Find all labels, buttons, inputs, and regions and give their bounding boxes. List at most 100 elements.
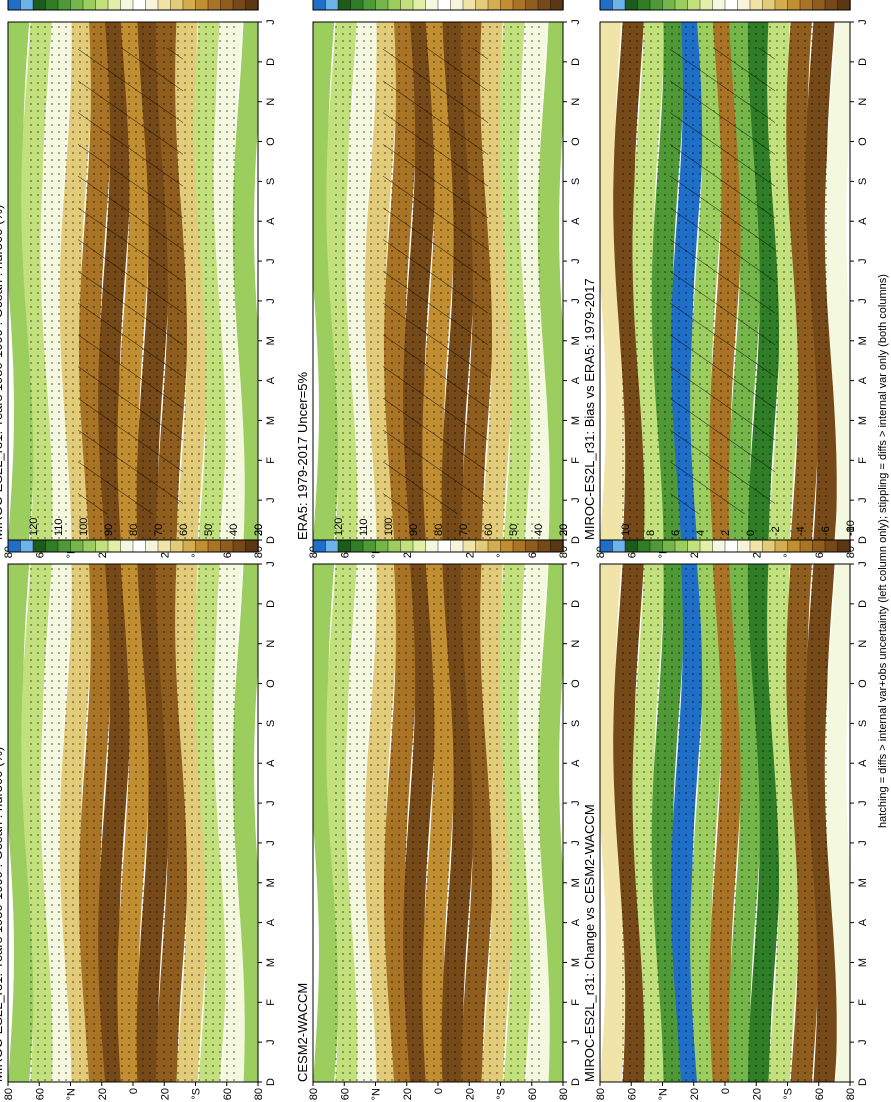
x-tick-label: A [570, 217, 582, 225]
x-tick-label: A [570, 918, 582, 926]
hatching [670, 47, 775, 515]
y-tick-label: 80 [595, 1088, 607, 1100]
colorbar-label: 20 [253, 524, 265, 536]
colorbar-swatch [699, 0, 714, 11]
colorbar-label: 60 [178, 524, 190, 536]
panel-title: MIROC-ES2L_r31: Years 1980-1999 : Ocean … [0, 205, 5, 540]
colorbar-swatch [450, 539, 464, 553]
colorbar-swatch [712, 0, 726, 11]
x-tick-label: O [857, 679, 869, 688]
x-tick-label: A [857, 376, 869, 384]
colorbar-swatch [32, 539, 47, 553]
y-tick-label: 0 [720, 1088, 732, 1094]
colorbar-swatch [799, 539, 814, 553]
x-tick-label: J [857, 840, 869, 846]
colorbar-swatch [824, 0, 839, 11]
colorbar-swatch [157, 0, 172, 11]
colorbar-swatch [132, 539, 147, 553]
panel-4: MIROC-ES2L_r31: Years 1980-1999 : Ocean … [0, 518, 277, 1101]
x-tick-label: F [570, 999, 582, 1006]
hatching [78, 47, 183, 515]
colorbar-swatch [787, 539, 801, 553]
x-tick-label: J [265, 840, 277, 846]
colorbar-swatch [387, 0, 402, 11]
y-tick-label: °S [783, 1088, 795, 1100]
colorbar-swatch [749, 539, 764, 553]
x-tick-label: O [265, 679, 277, 688]
colorbar-frame [312, 539, 564, 553]
x-tick-label: S [570, 178, 582, 185]
colorbar-swatch [500, 0, 514, 11]
stippling [333, 564, 543, 1082]
x-tick-label: J [857, 800, 869, 806]
colorbar-swatch [525, 0, 539, 11]
colorbar-swatch [245, 0, 259, 11]
colorbar-swatch [82, 0, 97, 11]
y-tick-label: 0 [128, 1088, 140, 1094]
colorbar-label: 50 [203, 524, 215, 536]
y-tick-label: 60 [34, 1088, 46, 1100]
x-tick-label: J [570, 258, 582, 264]
colorbar-swatch [20, 0, 34, 11]
colorbar-label: 110 [358, 518, 370, 536]
colorbar-swatch [232, 0, 247, 11]
colorbar-swatch [7, 539, 22, 553]
x-tick-label: J [265, 497, 277, 503]
colorbar-swatch [95, 0, 109, 11]
colorbar-swatch [45, 539, 59, 553]
field-band [313, 564, 341, 1082]
colorbar-swatch [737, 0, 751, 11]
colorbar-swatch [487, 0, 502, 11]
colorbar-swatch [425, 0, 439, 11]
x-tick-label: J [265, 258, 277, 264]
x-tick-label: M [857, 416, 869, 425]
panel-title: MIROC-ES2L_r31: Change vs CESM2-WACCM [582, 804, 597, 1082]
x-tick-label: M [570, 958, 582, 967]
colorbar-swatch [45, 0, 59, 11]
y-tick-label: 60 [222, 1088, 234, 1100]
colorbar-swatch [500, 539, 514, 553]
x-tick-label: F [265, 457, 277, 464]
colorbar-swatch [774, 0, 789, 11]
x-tick-label: M [265, 878, 277, 887]
colorbar-swatch [787, 0, 801, 11]
x-tick-label: O [265, 137, 277, 146]
x-tick-label: J [570, 497, 582, 503]
x-tick-label: N [570, 640, 582, 648]
x-tick-label: J [570, 840, 582, 846]
x-tick-label: N [570, 98, 582, 106]
y-tick-label: 60 [527, 1088, 539, 1100]
panel-title: ERA5: 1979-2017 Uncer=5% [295, 372, 310, 540]
colorbar-swatch [57, 539, 72, 553]
x-tick-label: J [265, 298, 277, 304]
colorbar-swatch [107, 0, 122, 11]
colorbar-swatch [687, 539, 701, 553]
x-tick-label: J [570, 561, 582, 567]
colorbar-swatch [762, 539, 776, 553]
colorbar-swatch [70, 0, 84, 11]
x-tick-label: M [265, 958, 277, 967]
x-tick-label: M [570, 416, 582, 425]
colorbar-swatch [599, 539, 614, 553]
colorbar-swatch [82, 539, 97, 553]
x-tick-label: S [265, 720, 277, 727]
x-tick-label: M [265, 416, 277, 425]
y-tick-label: 60 [339, 1088, 351, 1100]
field-band [8, 22, 36, 540]
x-tick-label: D [265, 1078, 277, 1086]
colorbar-label: 40 [228, 524, 240, 536]
colorbar-label: 8 [645, 530, 657, 536]
colorbar-swatch [687, 0, 701, 11]
colorbar-label: 80 [128, 524, 140, 536]
x-tick-label: J [265, 1039, 277, 1045]
x-tick-label: D [570, 536, 582, 544]
colorbar-swatch [312, 0, 327, 11]
colorbar-swatch [674, 539, 689, 553]
colorbar-swatch [325, 0, 339, 11]
colorbar-swatch [712, 539, 726, 553]
y-tick-label: °S [496, 1088, 508, 1100]
